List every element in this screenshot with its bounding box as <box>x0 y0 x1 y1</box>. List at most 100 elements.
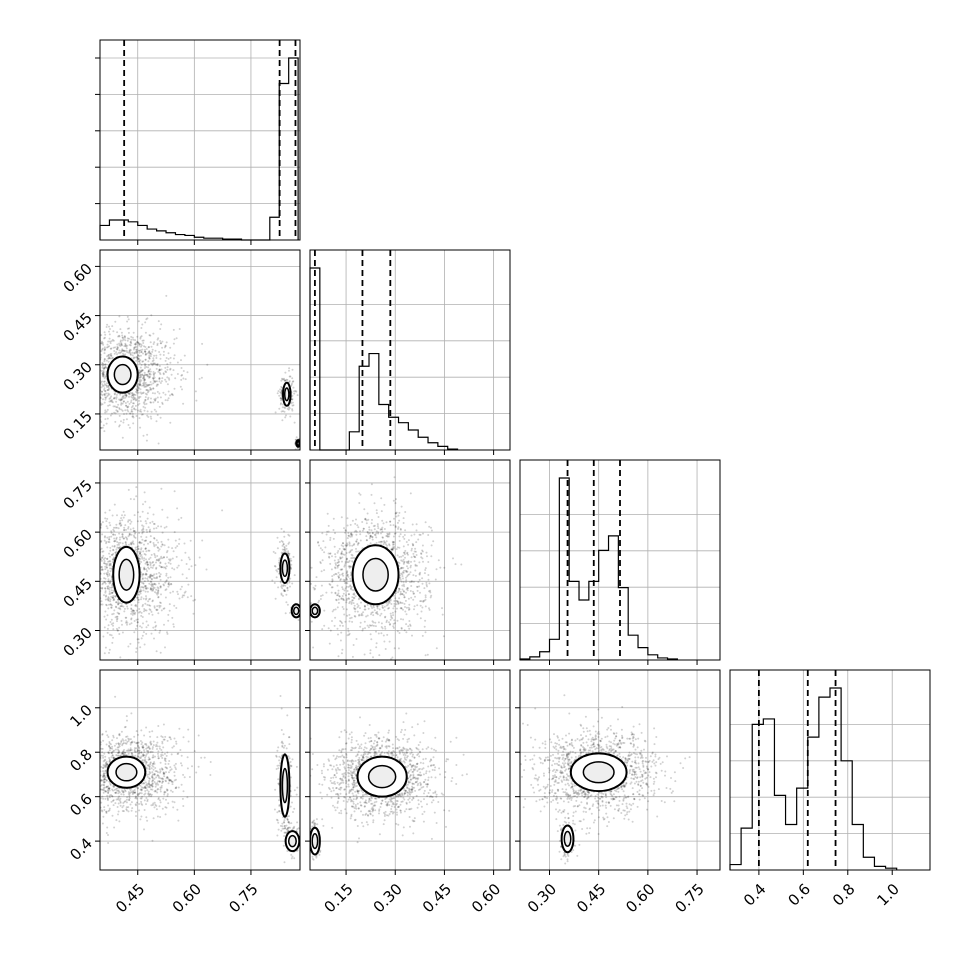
sample-point <box>305 610 307 612</box>
sample-point <box>97 617 99 619</box>
sample-point <box>149 665 151 667</box>
sample-point <box>149 352 152 355</box>
sample-point <box>160 566 163 569</box>
sample-point <box>130 612 133 615</box>
sample-point <box>141 532 144 535</box>
sample-point <box>166 632 169 635</box>
sample-point <box>120 398 123 401</box>
sample-point <box>118 538 121 541</box>
sample-point <box>398 511 401 514</box>
sample-point <box>143 381 146 384</box>
sample-point <box>345 608 348 611</box>
sample-point <box>153 373 156 376</box>
sample-point <box>346 573 349 576</box>
sample-point <box>403 629 406 632</box>
sample-point <box>137 320 140 323</box>
sample-point <box>351 548 354 551</box>
sample-point <box>115 348 118 351</box>
sample-point <box>108 603 110 606</box>
sample-point <box>86 572 88 574</box>
sample-point <box>397 647 400 650</box>
sample-point <box>380 532 382 535</box>
sample-point <box>358 502 361 504</box>
sample-point <box>151 613 154 616</box>
sample-point <box>159 586 162 589</box>
sample-point <box>283 535 286 538</box>
sample-point <box>344 562 347 565</box>
sample-point <box>94 561 96 563</box>
sample-point <box>95 601 97 603</box>
sample-point <box>127 424 130 426</box>
sample-point <box>375 532 378 535</box>
sample-point <box>110 395 113 398</box>
sample-point <box>173 387 176 390</box>
sample-point <box>344 544 347 547</box>
sample-point <box>123 514 126 517</box>
sample-point <box>119 393 122 396</box>
sample-point <box>90 359 92 361</box>
sample-point <box>352 544 355 546</box>
sample-point <box>117 612 120 615</box>
sample-point <box>288 380 291 383</box>
sample-point <box>133 631 136 634</box>
sample-point <box>280 397 282 400</box>
sample-point <box>400 559 403 562</box>
sample-point <box>67 398 69 400</box>
sample-point <box>339 556 342 559</box>
sample-point <box>144 385 147 388</box>
sample-point <box>345 572 348 575</box>
sample-point <box>146 384 149 387</box>
sample-point <box>131 396 134 399</box>
sample-point <box>145 573 148 576</box>
sample-point <box>103 615 106 618</box>
sample-point <box>183 354 186 357</box>
sample-point <box>101 587 104 590</box>
sample-point <box>110 575 113 578</box>
sample-point <box>363 653 366 656</box>
sample-point <box>128 343 131 346</box>
sample-point <box>174 539 177 542</box>
sample-point <box>116 543 119 546</box>
sample-point <box>124 402 127 404</box>
sample-point <box>134 604 137 607</box>
sample-point <box>292 404 295 407</box>
sample-point <box>122 352 124 355</box>
sample-point <box>93 390 95 392</box>
sample-point <box>102 380 105 383</box>
sample-point <box>97 546 99 548</box>
sample-point <box>111 586 114 589</box>
sample-point <box>404 556 406 559</box>
sample-point <box>106 536 109 539</box>
sample-point <box>97 400 99 402</box>
sample-point <box>288 581 291 584</box>
sample-point <box>118 522 121 525</box>
panels: 0.150.300.450.600.300.450.600.750.40.60.… <box>60 39 931 916</box>
sample-point <box>95 378 97 380</box>
sample-point <box>111 596 114 599</box>
sample-point <box>394 597 397 600</box>
sample-point <box>337 589 340 592</box>
sample-point <box>109 562 112 565</box>
sample-point <box>107 394 110 397</box>
sample-point <box>105 566 108 569</box>
sample-point <box>375 630 377 633</box>
sample-point <box>157 401 159 404</box>
sample-point <box>123 610 126 613</box>
sample-point <box>165 565 168 568</box>
sample-point <box>107 540 110 543</box>
sample-point <box>420 610 423 613</box>
sample-point <box>141 384 143 387</box>
sample-point <box>398 519 401 522</box>
sample-point <box>394 525 397 528</box>
sample-point <box>88 603 90 605</box>
sample-point <box>334 616 337 619</box>
sample-point <box>390 614 393 617</box>
sample-point <box>150 383 153 386</box>
sample-point <box>140 345 142 348</box>
sample-point <box>169 394 171 397</box>
sample-point <box>120 420 122 423</box>
sample-point <box>397 514 400 517</box>
sample-point <box>420 556 423 559</box>
sample-point <box>345 578 348 580</box>
sample-point <box>100 547 103 550</box>
